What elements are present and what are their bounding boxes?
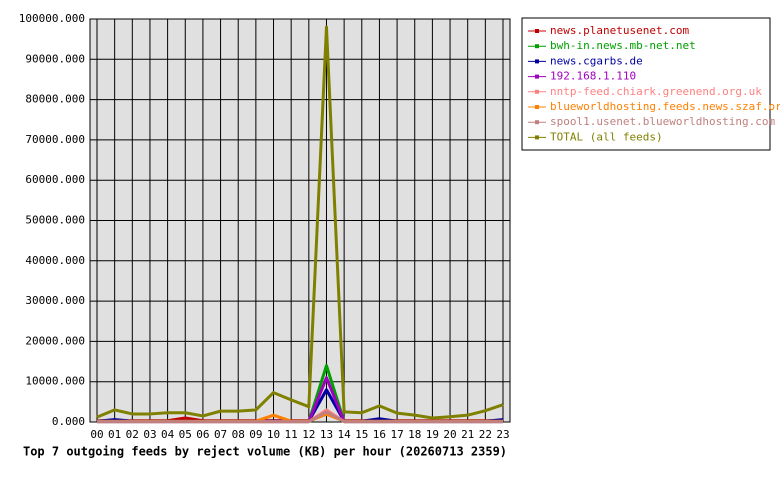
legend-label: news.cgarbs.de (550, 54, 643, 67)
x-tick-label: 19 (426, 428, 439, 441)
y-tick-label: 90000.000 (25, 52, 85, 65)
y-tick-label: 20000.000 (25, 334, 85, 347)
legend-label: blueworldhosting.feeds.news.szaf.org (550, 100, 780, 113)
x-tick-label: 17 (390, 428, 403, 441)
x-tick-label: 20 (443, 428, 456, 441)
x-tick-label: 22 (479, 428, 492, 441)
y-tick-label: 80000.000 (25, 93, 85, 106)
y-tick-label: 70000.000 (25, 133, 85, 146)
legend-label: nntp-feed.chiark.greenend.org.uk (550, 85, 762, 98)
series-line (96, 25, 504, 420)
legend-marker (535, 59, 539, 64)
x-tick-label: 12 (302, 428, 315, 441)
series-line (97, 410, 503, 424)
x-tick-label: 03 (143, 428, 156, 441)
legend-box (521, 17, 771, 151)
x-tick-label: 05 (179, 428, 192, 441)
legend-marker (535, 120, 539, 125)
legend-marker (535, 74, 539, 79)
legend-label: news.planetusenet.com (550, 24, 689, 37)
x-tick-label: 06 (196, 428, 209, 441)
x-tick-label: 00 (90, 428, 103, 441)
x-tick-label: 15 (355, 428, 368, 441)
x-tick-label: 08 (232, 428, 245, 441)
legend-label: 192.168.1.110 (550, 70, 636, 83)
x-tick-label: 02 (126, 428, 139, 441)
x-tick-label: 14 (338, 428, 352, 441)
x-tick-label: 01 (108, 428, 121, 441)
x-tick-label: 04 (161, 428, 175, 441)
x-tick-label: 13 (320, 428, 333, 441)
x-tick-label: 18 (408, 428, 421, 441)
x-tick-label: 09 (249, 428, 262, 441)
legend-marker (535, 135, 539, 140)
x-tick-label: 11 (285, 428, 298, 441)
x-tick-label: 07 (214, 428, 227, 441)
y-tick-label: 10000.000 (25, 375, 85, 388)
legend-marker (535, 89, 539, 94)
legend-marker (535, 44, 539, 49)
x-tick-label: 10 (267, 428, 280, 441)
y-tick-label: 0.000 (52, 415, 85, 428)
y-tick-label: 100000.000 (19, 12, 85, 25)
legend-label: TOTAL (all feeds) (550, 130, 663, 143)
y-tick-label: 40000.000 (25, 254, 85, 267)
x-tick-label: 23 (496, 428, 509, 441)
y-tick-label: 30000.000 (25, 294, 85, 307)
x-tick-label: 21 (461, 428, 474, 441)
legend-label: bwh-in.news.mb-net.net (550, 39, 696, 52)
legend-marker (535, 29, 539, 33)
y-tick-label: 50000.000 (25, 214, 85, 227)
legend-marker (535, 105, 539, 109)
legend-label: spool1.usenet.blueworldhosting.com (550, 115, 776, 128)
x-tick-label: 16 (373, 428, 386, 441)
chart-title: Top 7 outgoing feeds by reject volume (K… (23, 445, 507, 459)
y-tick-label: 60000.000 (25, 173, 85, 186)
